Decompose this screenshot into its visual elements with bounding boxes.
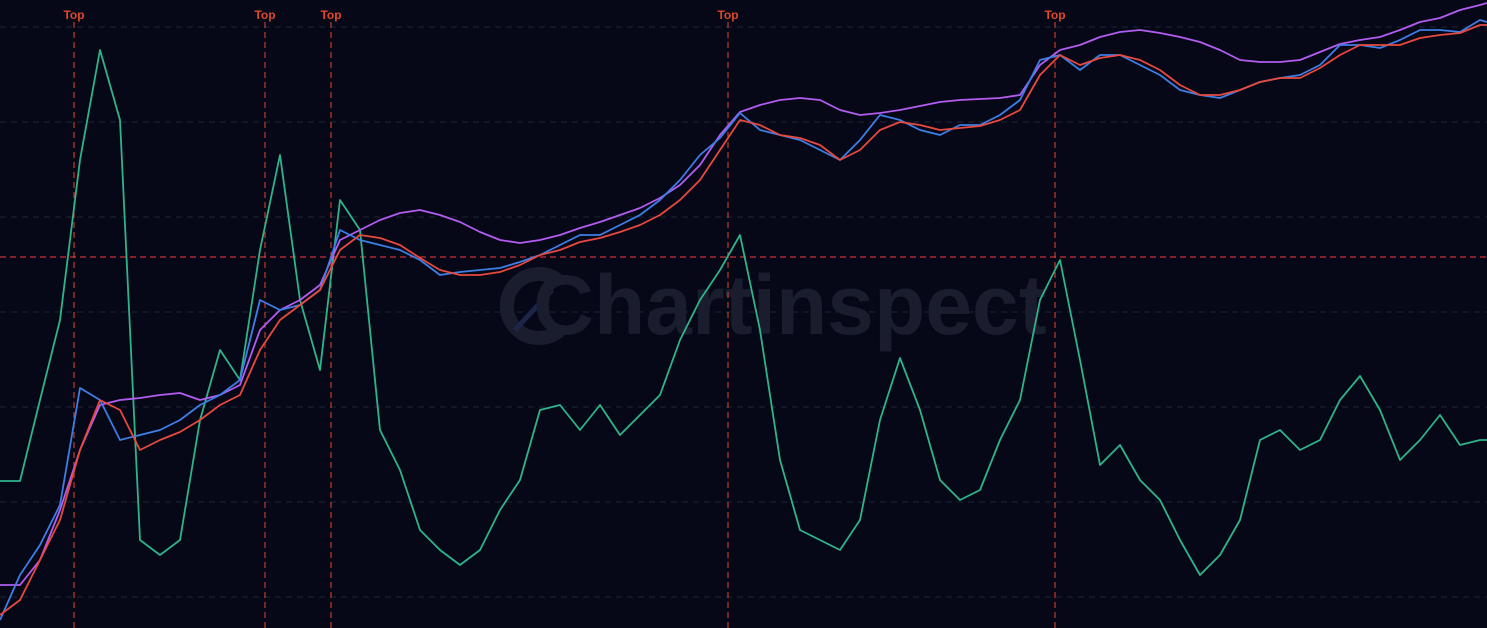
top-labels: Top Top Top Top Top <box>63 8 1065 22</box>
series-line <box>0 2 1487 586</box>
top-label: Top <box>254 8 275 22</box>
watermark: Chartinspect <box>533 258 1046 352</box>
logo-stroke <box>513 288 554 332</box>
series-line <box>0 49 1487 576</box>
logo-arc <box>499 267 565 345</box>
top-label: Top <box>63 8 84 22</box>
reference-lines <box>0 22 1487 628</box>
series-line <box>0 24 1487 616</box>
grid <box>0 26 1487 598</box>
top-label: Top <box>1044 8 1065 22</box>
top-label: Top <box>320 8 341 22</box>
top-label: Top <box>717 8 738 22</box>
watermark-logo <box>499 267 565 345</box>
